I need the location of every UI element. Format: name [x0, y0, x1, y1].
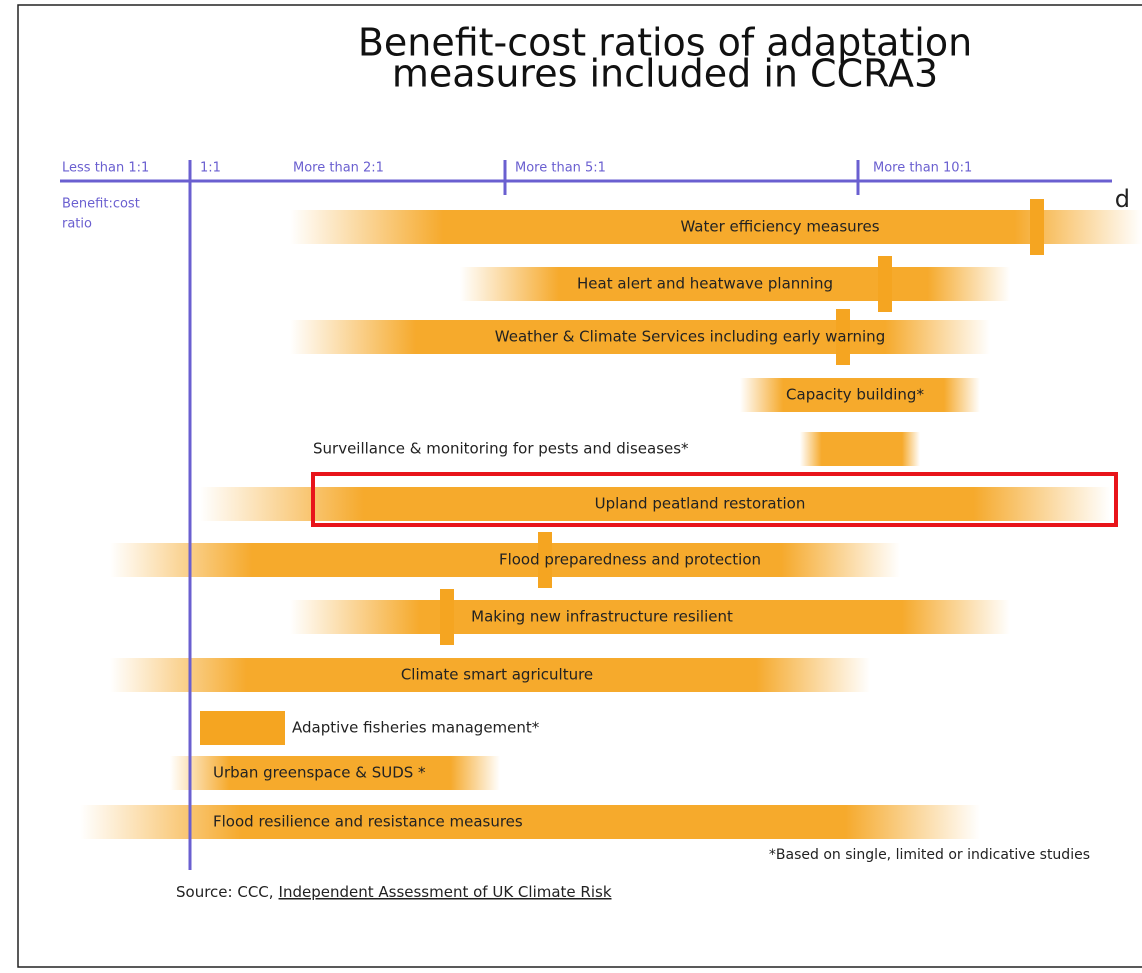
row-label: Urban greenspace & SUDS * [213, 764, 426, 782]
bar [200, 711, 285, 745]
axis-name: Benefit:cost [62, 197, 140, 212]
marker [538, 532, 552, 588]
bar [740, 378, 980, 412]
frame [17, 4, 1142, 968]
bar [290, 320, 990, 354]
marker [836, 309, 850, 365]
row-label: Surveillance & monitoring for pests and … [313, 440, 689, 458]
footnote: *Based on single, limited or indicative … [769, 847, 1090, 863]
row-label: Adaptive fisheries management* [292, 719, 540, 737]
bar [110, 658, 870, 692]
source-prefix: Source: CCC, [176, 883, 274, 901]
bar [170, 756, 500, 790]
axis-name: ratio [62, 217, 92, 232]
marker [1030, 199, 1044, 255]
row-label: Upland peatland restoration [595, 495, 806, 513]
bar [80, 805, 980, 839]
axis-label: 1:1 [200, 161, 221, 176]
bar [290, 600, 1010, 634]
axis-label: More than 10:1 [873, 161, 972, 176]
row-label: Making new infrastructure resilient [471, 608, 733, 626]
row-label: Flood preparedness and protection [499, 551, 761, 569]
source-link[interactable]: Independent Assessment of UK Climate Ris… [279, 883, 612, 901]
axis-label: Less than 1:1 [62, 161, 149, 176]
row-label: Heat alert and heatwave planning [577, 275, 833, 293]
row-label: Water efficiency measures [680, 218, 879, 236]
bar [290, 210, 1142, 244]
marker [878, 256, 892, 312]
bars [80, 199, 1142, 839]
row-label: Capacity building* [786, 386, 924, 404]
bar [110, 543, 900, 577]
source: Source: CCC, Independent Assessment of UK… [176, 883, 612, 901]
row-label: Climate smart agriculture [401, 666, 593, 684]
bar [200, 487, 1110, 521]
side-fragment: d [1115, 185, 1130, 213]
title: measures included in CCRA3 [392, 52, 938, 96]
axis-label: More than 5:1 [515, 161, 606, 176]
axis-label: More than 2:1 [293, 161, 384, 176]
bar [460, 267, 1010, 301]
bar [800, 432, 920, 466]
row-label: Weather & Climate Services including ear… [495, 328, 885, 346]
row-label: Flood resilience and resistance measures [213, 813, 523, 831]
title: Benefit-cost ratios of adaptation [358, 21, 972, 65]
highlight-box [311, 472, 1118, 527]
marker [440, 589, 454, 645]
